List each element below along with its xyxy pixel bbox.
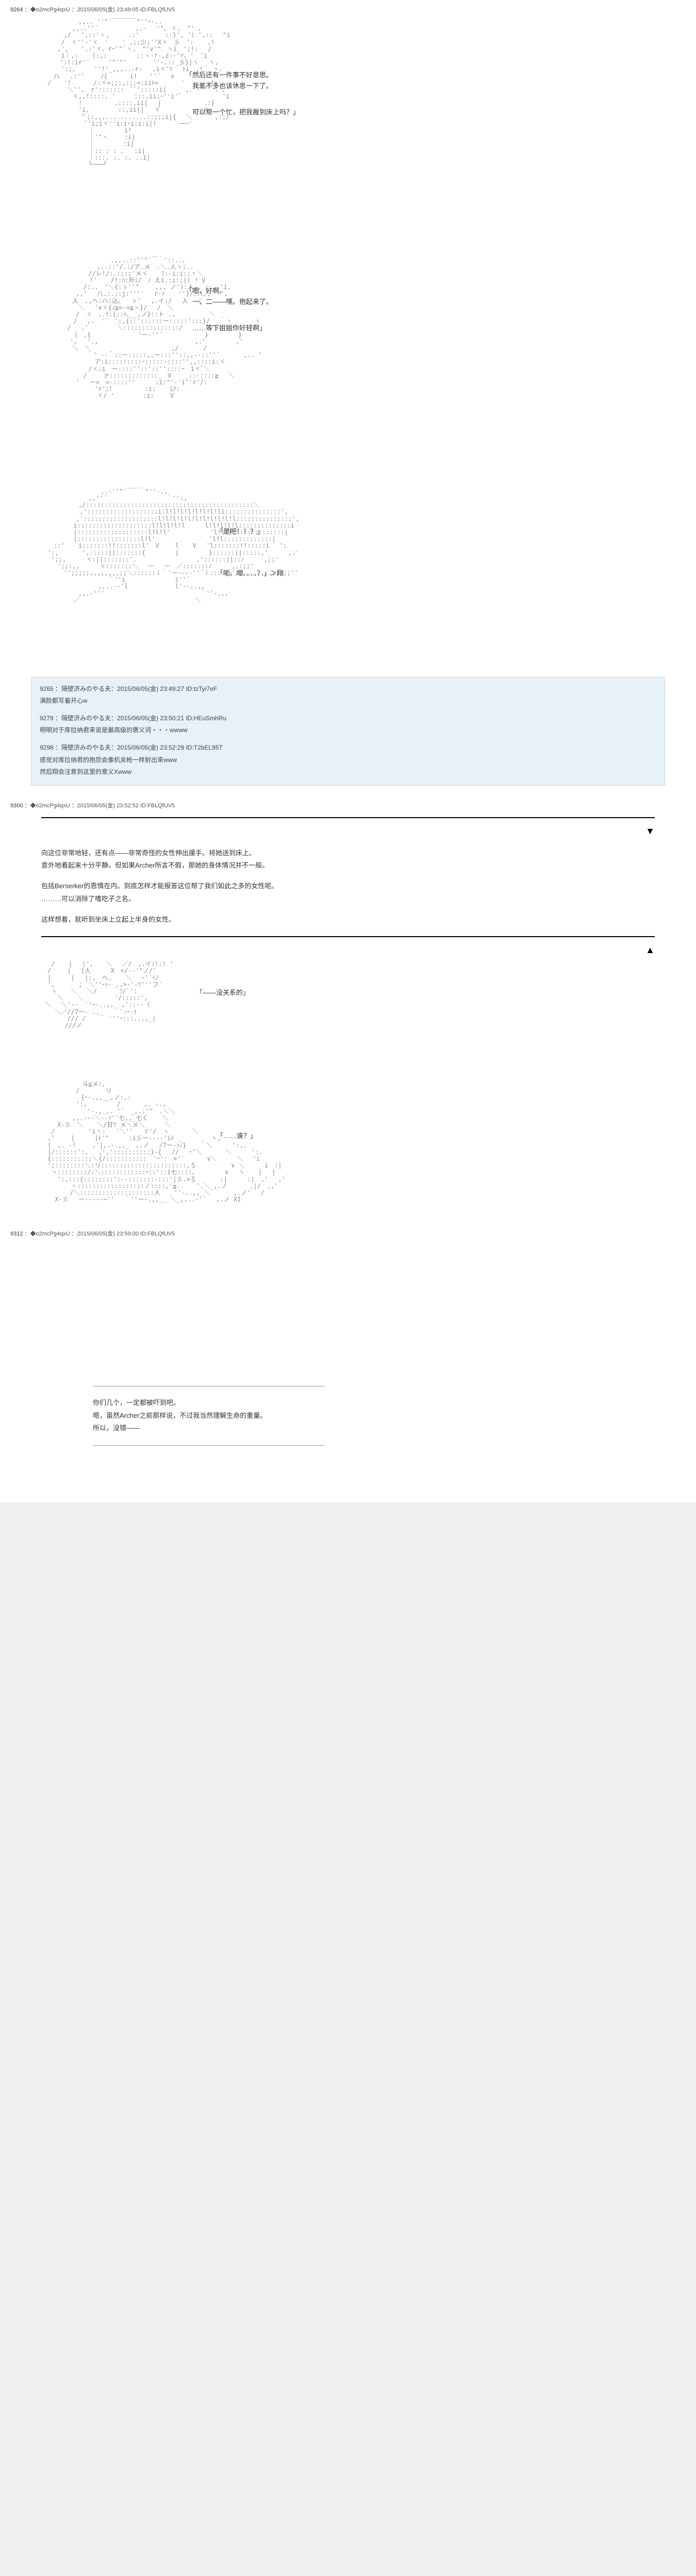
post-number: 9300: [10, 803, 23, 809]
narration-line: ………可以消除了嗜吃子之名。: [41, 893, 655, 906]
dialogue-line: ……等下姐姐你好轻啊」: [186, 323, 340, 334]
ascii-art-5: 斗≦メ:, / リ {ｰ-.,,__,ノ:,: ':, / ,. -., '‐.…: [41, 1081, 686, 1203]
post-trip: ◆o2mcPg4qxU: [30, 1231, 70, 1237]
dialogue-4: 「——没关系的」: [196, 988, 351, 998]
post-number: 9312: [10, 1231, 23, 1237]
dialogue-line: 「嗯，好啊。: [186, 286, 340, 297]
dialogue-5: 「……诶？」: [217, 1131, 371, 1142]
dialogue-line: 「是吧！！？」: [217, 527, 371, 537]
quote-box: 9265 ：隔壁济みのやる夫：2015/06/05(金) 23:49:27 ID…: [31, 677, 665, 786]
dialogue-line: 所以，没错——: [93, 1422, 325, 1435]
dialogue-line: 「——没关系的」: [196, 988, 351, 998]
narration-line: 向这位非常地轻，还有点——非常奇怪的女性伸出援手。将她送到床上。: [41, 847, 655, 860]
ascii-art-1: ,,.. ''"´￣￣￣￣"''ｰ-.. ,,..''´ ,.- '"､ ヾ, …: [41, 19, 686, 168]
quote-header: 9265 ：隔壁济みのやる夫：2015/06/05(金) 23:49:27 ID…: [40, 684, 656, 695]
ascii-art-2: .,,..::''"´￣｀'::..､ ,..::'/.:/ア.メ .＼.人ヽ;…: [41, 257, 686, 400]
post-number: 9264: [10, 7, 23, 13]
divider: [41, 936, 655, 937]
dialogue-line: 「然后还有一件事不好意思。: [186, 70, 340, 81]
post-date: ：2015/06/05(金) 23:52:52: [72, 803, 139, 809]
post-uid: ID:FBLQfUV5: [140, 7, 175, 13]
post-date: ：2015/06/05(金) 23:49:05: [72, 7, 139, 13]
post-trip: ◆o2mcPg4qxU: [30, 7, 70, 13]
post-uid: ID:FBLQfUV5: [140, 803, 175, 809]
post-trip: ◆o2mcPg4qxU: [30, 803, 70, 809]
narration-line: 包括Berserker的恩情在内。到底怎样才能报答这位帮了我们如此之多的女性呢。: [41, 880, 655, 893]
dialogue-line: 「呃、嗯……？」＞翔: [217, 568, 371, 579]
quote-text: 明明对于库拉纳君来说是最高级的褒义词・・・wwww: [40, 725, 656, 736]
dialogue-line: 一，二——嘿。抱起来了。: [186, 297, 340, 308]
dialogue-2: 「嗯，好啊。 一，二——嘿。抱起来了。 ……等下姐姐你好轻啊」: [186, 286, 340, 333]
quote-header: 9279 ：隔壁济みのやる夫：2015/06/05(金) 23:50:21 ID…: [40, 713, 656, 724]
narration-line: 这样想着，就听到坐床上立起上半身的女性。: [41, 913, 655, 926]
triangle-marker: ▼: [10, 826, 655, 837]
quote-text: 满脸都写着开心w: [40, 696, 656, 707]
quote-header: 9298 ：隔壁济みのやる夫：2015/06/05(金) 23:52:29 ID…: [40, 742, 656, 754]
post-uid: ID:FBLQfUV5: [140, 1231, 175, 1237]
dialogue-3: 「是吧！！？」 「呃、嗯……？」＞翔: [217, 527, 371, 579]
dialogue-line: 「……诶？」: [217, 1131, 371, 1142]
divider: [41, 817, 655, 818]
dialogue-line: 你们几个，一定都被吓到吧。: [93, 1397, 325, 1410]
post-date: ：2015/06/05(金) 23:59:00: [72, 1231, 139, 1237]
dialogue-line: 嗯，虽然Archer之前那样说，不过我当然理解生命的重量。: [93, 1410, 325, 1422]
ascii-art-4: / | |', ＼ ／/ ,.イﾉ!:! ' / | |人 X </-‐'"ノ/…: [41, 961, 686, 1029]
dialogue-line: 我差不多也该休息一下了。: [186, 81, 340, 92]
narration-block: 向这位非常地轻，还有点——非常奇怪的女性伸出援手。将她送到床上。 意外地看起来十…: [41, 847, 655, 926]
quote-text: 感觉对库拉纳君的抱怨会像机关枪一样射出来www: [40, 755, 656, 766]
quote-text: 然后翔会注意到这里的意义Xwww: [40, 767, 656, 778]
dialogue-line: 可以帮一个忙，把我搬到床上吗？」: [186, 107, 340, 118]
narration-line: 意外地看起来十分平静。但如果Archer所言不假，那她的身体情况并不一般。: [41, 859, 655, 872]
final-dialogue: 你们几个，一定都被吓到吧。 嗯，虽然Archer之前那样说，不过我当然理解生命的…: [93, 1386, 325, 1446]
triangle-marker: ▲: [10, 945, 655, 956]
dialogue-1: 「然后还有一件事不好意思。 我差不多也该休息一下了。 可以帮一个忙，把我搬到床上…: [186, 70, 340, 117]
